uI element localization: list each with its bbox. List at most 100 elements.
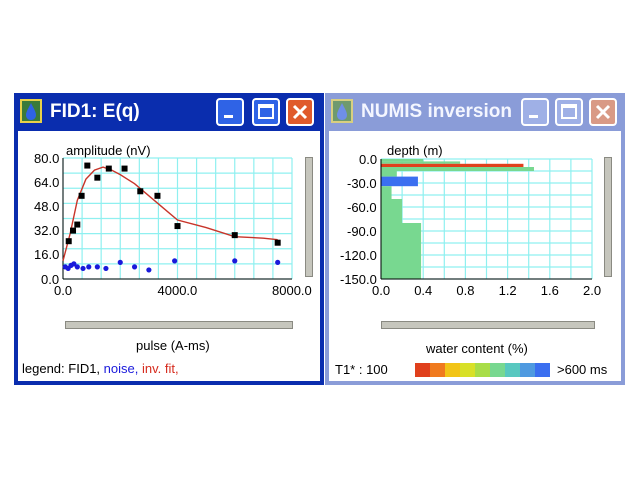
- water-drop-icon: [331, 99, 353, 123]
- water-content-bar: [381, 163, 524, 167]
- y-tick-label: 80.0: [34, 150, 60, 166]
- water-content-bar: [381, 159, 424, 162]
- x-tick-label: 1.2: [498, 283, 517, 298]
- noise-point: [94, 264, 100, 270]
- x-tick-label: 1.6: [540, 283, 559, 298]
- maximize-icon: [258, 104, 274, 119]
- legend-noise: noise,: [103, 361, 139, 376]
- water-drop-icon: [20, 99, 42, 123]
- y-tick-label: 0.0: [41, 271, 60, 287]
- water-content-bar: [381, 199, 403, 223]
- horizontal-scrollbar[interactable]: [65, 321, 293, 329]
- x-tick-label: 8000.0: [272, 283, 312, 298]
- y-tick-label: -90.0: [347, 223, 377, 239]
- t1-color-swatch: [490, 363, 505, 377]
- y-tick-label: -120.0: [340, 247, 377, 263]
- noise-point: [275, 259, 281, 265]
- y-tick-label: 16.0: [34, 247, 60, 263]
- noise-point: [146, 267, 152, 273]
- t1-color-swatch: [535, 363, 550, 377]
- t1-color-swatch: [415, 363, 430, 377]
- fid1-point: [154, 192, 161, 199]
- minimize-icon: [529, 115, 538, 118]
- water-content-bar: [381, 171, 397, 177]
- fid1-point: [174, 223, 181, 230]
- y-tick-label: 0.0: [359, 151, 378, 167]
- legend: legend: FID1, noise, inv. fit,: [22, 361, 179, 376]
- t1-color-swatch: [460, 363, 475, 377]
- inv-fit-line: [62, 166, 278, 262]
- minimize-button[interactable]: [216, 98, 244, 126]
- maximize-icon: [561, 104, 577, 119]
- water-content-bar: [381, 167, 534, 171]
- fid1-point: [121, 165, 128, 172]
- x-axis-title: water content (%): [426, 341, 528, 356]
- fid1-title-bar[interactable]: FID1: E(q): [14, 93, 324, 131]
- minimize-button[interactable]: [521, 98, 549, 126]
- y-tick-label: -30.0: [347, 175, 377, 191]
- fid1-point: [70, 227, 77, 234]
- noise-point: [117, 259, 123, 265]
- close-icon: [595, 104, 611, 120]
- t1-color-swatch: [520, 363, 535, 377]
- noise-point: [172, 258, 178, 264]
- y-tick-label: 32.0: [34, 223, 60, 239]
- water-content-bar: [381, 161, 461, 164]
- horizontal-scrollbar[interactable]: [381, 321, 595, 329]
- fid1-plot: [62, 157, 293, 280]
- water-content-bar: [381, 176, 418, 187]
- fid1-point: [78, 192, 85, 199]
- fid1-point: [94, 174, 101, 181]
- fid1-point: [74, 221, 81, 228]
- water-content-bar: [381, 186, 392, 199]
- y-axis-title: amplitude (nV): [66, 143, 151, 158]
- close-button[interactable]: [589, 98, 617, 126]
- t1-color-swatch: [430, 363, 445, 377]
- minimize-icon: [224, 115, 233, 118]
- water-content-bar: [381, 223, 422, 279]
- numis-client-area: depth (m) water content (%) 0.0 -30.0 -60.…: [329, 131, 621, 381]
- y-tick-label: -60.0: [347, 199, 377, 215]
- fid1-point: [274, 239, 281, 246]
- t1-color-scale: [415, 363, 550, 377]
- fid1-point: [231, 232, 238, 239]
- x-tick-label: 0.0: [54, 283, 73, 298]
- noise-point: [71, 261, 77, 267]
- fid1-point: [65, 238, 72, 245]
- t1-color-swatch: [475, 363, 490, 377]
- x-tick-label: 0.4: [414, 283, 433, 298]
- vertical-scrollbar[interactable]: [604, 157, 612, 277]
- fid1-point: [137, 188, 144, 195]
- x-tick-label: 4000.0: [157, 283, 198, 298]
- close-icon: [292, 104, 308, 120]
- x-tick-label: 0.0: [372, 283, 391, 298]
- legend-fit: inv. fit,: [138, 361, 179, 376]
- t1-max-label: >600 ms: [557, 362, 608, 377]
- maximize-button[interactable]: [252, 98, 280, 126]
- noise-point: [86, 264, 92, 270]
- close-button[interactable]: [286, 98, 314, 126]
- x-tick-label: 2.0: [583, 283, 602, 298]
- noise-point: [232, 258, 238, 264]
- fid1-point: [105, 165, 112, 172]
- t1-label: T1* : 100: [335, 362, 388, 377]
- y-axis-title: depth (m): [387, 143, 443, 158]
- x-axis-title: pulse (A-ms): [136, 338, 210, 353]
- legend-prefix: legend: FID1,: [22, 361, 104, 376]
- noise-point: [74, 264, 80, 270]
- y-tick-label: 48.0: [34, 198, 60, 214]
- t1-color-swatch: [505, 363, 520, 377]
- noise-point: [80, 265, 86, 272]
- fid1-window: FID1: E(q) amplitude (nV) pulse (A-ms) 8…: [14, 93, 324, 385]
- inversion-plot: [380, 158, 593, 280]
- y-tick-label: 64.0: [34, 174, 60, 190]
- fid1-point: [84, 162, 91, 169]
- vertical-scrollbar[interactable]: [305, 157, 313, 277]
- numis-window: NUMIS inversion depth (m) water content …: [325, 93, 625, 385]
- numis-title-bar[interactable]: NUMIS inversion: [325, 93, 625, 131]
- maximize-button[interactable]: [555, 98, 583, 126]
- noise-point: [131, 264, 138, 270]
- fid1-window-title: FID1: E(q): [50, 101, 140, 122]
- y-tick-label: -150.0: [340, 271, 377, 287]
- noise-point: [103, 265, 109, 272]
